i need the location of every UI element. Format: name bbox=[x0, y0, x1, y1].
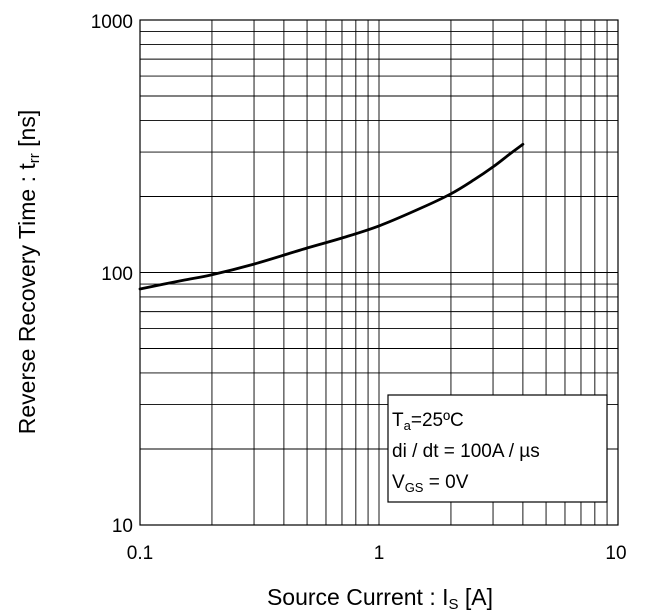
series-trr-curve bbox=[138, 142, 525, 291]
y-axis-label: Reverse Recovery Time : trr [ns] bbox=[14, 110, 43, 434]
y-tick-label: 1000 bbox=[91, 12, 133, 33]
x-tick-label: 1 bbox=[374, 543, 385, 564]
condition-temperature: Ta=25ºC bbox=[392, 410, 464, 433]
conditions-box-frame bbox=[387, 394, 608, 503]
condition-didt: di / dt = 100A / µs bbox=[392, 441, 540, 462]
y-tick-label: 100 bbox=[101, 264, 133, 285]
x-tick-label: 0.1 bbox=[127, 543, 153, 564]
x-axis-label: Source Current : IS [A] bbox=[267, 584, 493, 613]
x-tick-label: 10 bbox=[605, 543, 626, 564]
condition-vgs: VGS = 0V bbox=[392, 472, 469, 495]
y-tick-label: 10 bbox=[112, 516, 133, 537]
conditions-box: Ta=25ºC di / dt = 100A / µs VGS = 0V bbox=[387, 394, 608, 503]
plot-frame bbox=[139, 19, 619, 526]
